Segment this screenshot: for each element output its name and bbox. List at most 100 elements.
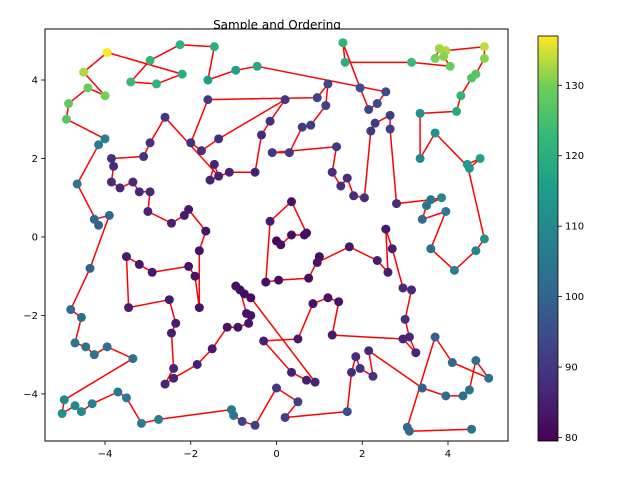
sample-point-85 [323,79,333,89]
sample-point-122 [479,42,489,52]
sample-point-141 [126,77,136,87]
sample-point-92 [327,167,337,177]
sample-point-185 [364,346,374,356]
sample-point-161 [89,350,99,360]
sample-point-18 [407,285,417,295]
sample-point-81 [196,146,206,156]
sample-point-30 [302,375,312,385]
y-axis: −4 −2 0 2 4 [23,76,45,400]
sample-point-128 [407,57,417,67]
sample-point-62 [145,187,155,197]
x-axis: −4 −2 0 2 4 [98,441,451,460]
sample-point-4 [302,228,312,238]
sample-point-37 [246,310,256,320]
sample-point-127 [445,61,455,71]
sample-point-25 [323,293,333,303]
sample-point-140 [145,55,155,65]
sample-point-27 [293,334,303,344]
sample-point-143 [177,69,187,79]
sample-point-105 [417,214,427,224]
sample-point-99 [385,110,395,120]
sample-point-103 [437,193,447,203]
sample-point-149 [61,114,71,124]
sample-point-17 [398,283,408,293]
sample-point-54 [190,271,200,281]
sample-point-63 [134,187,144,197]
sample-point-116 [415,108,425,118]
sample-point-137 [203,75,213,85]
sample-point-32 [246,293,256,303]
colorbar-tick-label-2: 100 [565,292,584,303]
sample-point-178 [293,397,303,407]
sample-point-8 [274,275,284,285]
colorbar-tick-label-4: 120 [565,151,584,162]
sample-point-35 [235,285,245,295]
sample-point-55 [194,303,204,313]
sample-point-67 [109,161,119,171]
sample-point-184 [368,371,378,381]
sample-point-150 [100,134,110,144]
sample-point-57 [201,226,211,236]
sample-point-151 [94,140,104,150]
colorbar-tick-label-0: 80 [565,433,578,444]
y-tick-label-2: 0 [32,232,38,243]
sample-point-66 [106,177,116,187]
sample-point-45 [169,363,179,373]
sample-point-136 [231,65,241,75]
sample-point-110 [479,234,489,244]
colorbar-gradient [537,35,559,442]
sample-point-129 [340,57,350,67]
sample-point-106 [441,206,451,216]
sample-point-104 [422,201,432,211]
sample-point-71 [160,112,170,122]
sample-point-16 [387,244,397,254]
sample-point-166 [70,401,80,411]
axes-background [45,29,508,441]
sample-point-133 [372,99,382,109]
sample-point-159 [70,338,80,348]
sample-point-97 [366,126,376,136]
sample-point-12 [344,242,354,252]
sample-point-192 [447,358,457,368]
sample-points-layer [57,38,494,436]
sample-point-107 [426,244,436,254]
sample-point-188 [458,391,468,401]
sample-point-130 [338,38,348,48]
sample-point-93 [336,181,346,191]
sample-point-118 [456,91,466,101]
sample-point-49 [124,303,134,313]
sample-point-43 [169,373,179,383]
sample-point-83 [203,95,213,105]
colorbar-tick-label-1: 90 [565,363,578,374]
y-tick-label-4: 4 [32,76,38,87]
sample-point-90 [267,148,277,158]
sample-point-154 [89,214,99,224]
sample-point-171 [136,418,146,428]
y-tick-label-0: −4 [23,389,38,400]
sample-point-145 [79,67,89,77]
sample-point-131 [355,83,365,93]
sample-point-126 [439,51,449,61]
x-tick-label-1: −2 [183,449,198,460]
sample-point-125 [430,53,440,63]
sample-point-155 [104,210,114,220]
sample-point-181 [347,367,357,377]
sample-point-69 [139,152,149,162]
sample-point-72 [214,171,224,181]
sample-point-114 [430,128,440,138]
sample-point-187 [441,391,451,401]
sample-point-147 [83,83,93,93]
sample-point-117 [452,106,462,116]
sample-point-7 [261,277,271,287]
sample-point-41 [207,344,217,354]
x-tick-label-3: 2 [359,449,365,460]
sample-point-44 [160,379,170,389]
sample-point-112 [475,153,485,163]
sample-point-87 [306,120,316,130]
x-tick-label-2: 0 [273,449,279,460]
sample-point-79 [280,95,290,105]
sample-point-195 [404,426,414,436]
sample-point-109 [471,246,481,256]
sample-point-182 [351,352,361,362]
